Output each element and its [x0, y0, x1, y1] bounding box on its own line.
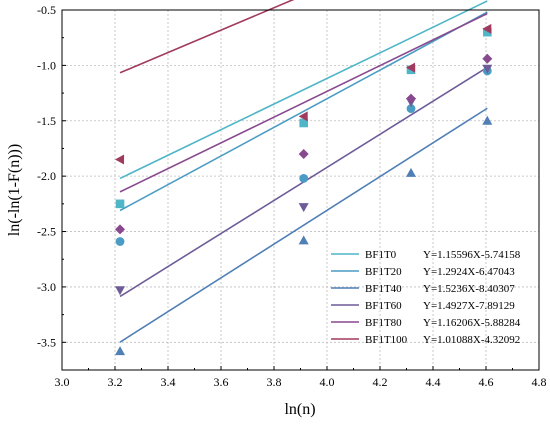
- x-tick-label: 4.0: [320, 375, 335, 389]
- legend-equation: Y=1.01088X-4.32092: [423, 334, 520, 346]
- legend-label: BF1T0: [365, 249, 397, 261]
- x-tick-label: 4.2: [373, 375, 388, 389]
- data-point: [115, 199, 125, 209]
- data-point: [482, 23, 492, 34]
- fit-line: [119, 107, 488, 343]
- data-point: [299, 173, 309, 183]
- x-tick-label: 3.6: [214, 375, 229, 389]
- x-axis: 3.0 3.2 3.4 3.6 3.8 4.0 4.2 4.4 4.6 4.8: [55, 366, 547, 389]
- data-point: [298, 111, 308, 122]
- legend-equation: Y=1.5236X-8.40307: [423, 283, 515, 295]
- data-points: [115, 23, 493, 356]
- grid: [62, 9, 539, 370]
- x-tick-label: 4.4: [426, 375, 441, 389]
- y-axis: -3.5 -3.0 -2.5 -2.0 -1.5 -1.0 -0.5: [37, 3, 66, 371]
- data-point: [115, 154, 125, 165]
- y-tick-label: -2.5: [37, 225, 56, 239]
- legend-label: BF1T60: [365, 300, 402, 312]
- x-tick-label: 4.8: [532, 375, 547, 389]
- data-point: [299, 118, 308, 128]
- data-point: [482, 53, 493, 64]
- y-tick-label: -3.5: [37, 335, 56, 349]
- legend-equation: Y=1.15596X-5.74158: [423, 249, 521, 261]
- data-point: [406, 93, 417, 104]
- data-point: [406, 62, 416, 73]
- x-tick-label: 3.8: [267, 375, 282, 389]
- y-tick-label: -1.0: [37, 58, 56, 72]
- fit-line: [119, 11, 488, 212]
- y-tick-label: -1.5: [37, 114, 56, 128]
- legend-equation: Y=1.4927X-7.89129: [423, 300, 515, 312]
- plot-frame: [61, 9, 540, 371]
- legend: BF1T0 Y=1.15596X-5.74158 BF1T20 Y=1.2924X-6…: [331, 249, 521, 346]
- data-point: [115, 224, 126, 235]
- x-tick-label: 3.2: [108, 375, 123, 389]
- y-axis-title: ln(-ln(1-F(n))): [6, 144, 23, 236]
- data-point: [298, 203, 309, 213]
- legend-label: BF1T80: [365, 317, 402, 329]
- x-tick-label: 3.4: [161, 375, 176, 389]
- data-point: [406, 104, 416, 113]
- x-axis-title: ln(n): [284, 401, 315, 418]
- legend-label: BF1T20: [365, 266, 402, 278]
- x-tick-label: 4.6: [479, 375, 494, 389]
- data-point: [115, 237, 125, 246]
- data-point: [406, 167, 417, 177]
- fit-line: [119, 12, 488, 193]
- data-point: [298, 235, 309, 245]
- y-tick-label: -2.0: [37, 169, 56, 183]
- data-point: [298, 149, 309, 159]
- data-point: [483, 27, 492, 37]
- data-point: [115, 286, 126, 296]
- y-tick-label: -0.5: [37, 3, 56, 17]
- y-tick-label: -3.0: [37, 280, 56, 294]
- legend-equation: Y=1.16206X-5.88284: [423, 317, 521, 329]
- legend-label: BF1T100: [365, 334, 408, 346]
- legend-equation: Y=1.2924X-6.47043: [423, 266, 515, 278]
- data-point: [115, 346, 126, 356]
- legend-label: BF1T40: [365, 283, 402, 295]
- data-point: [482, 115, 493, 125]
- fit-line: [119, 0, 295, 74]
- fit-line: [119, 0, 488, 180]
- x-tick-label: 3.0: [55, 375, 70, 389]
- data-point: [482, 64, 493, 74]
